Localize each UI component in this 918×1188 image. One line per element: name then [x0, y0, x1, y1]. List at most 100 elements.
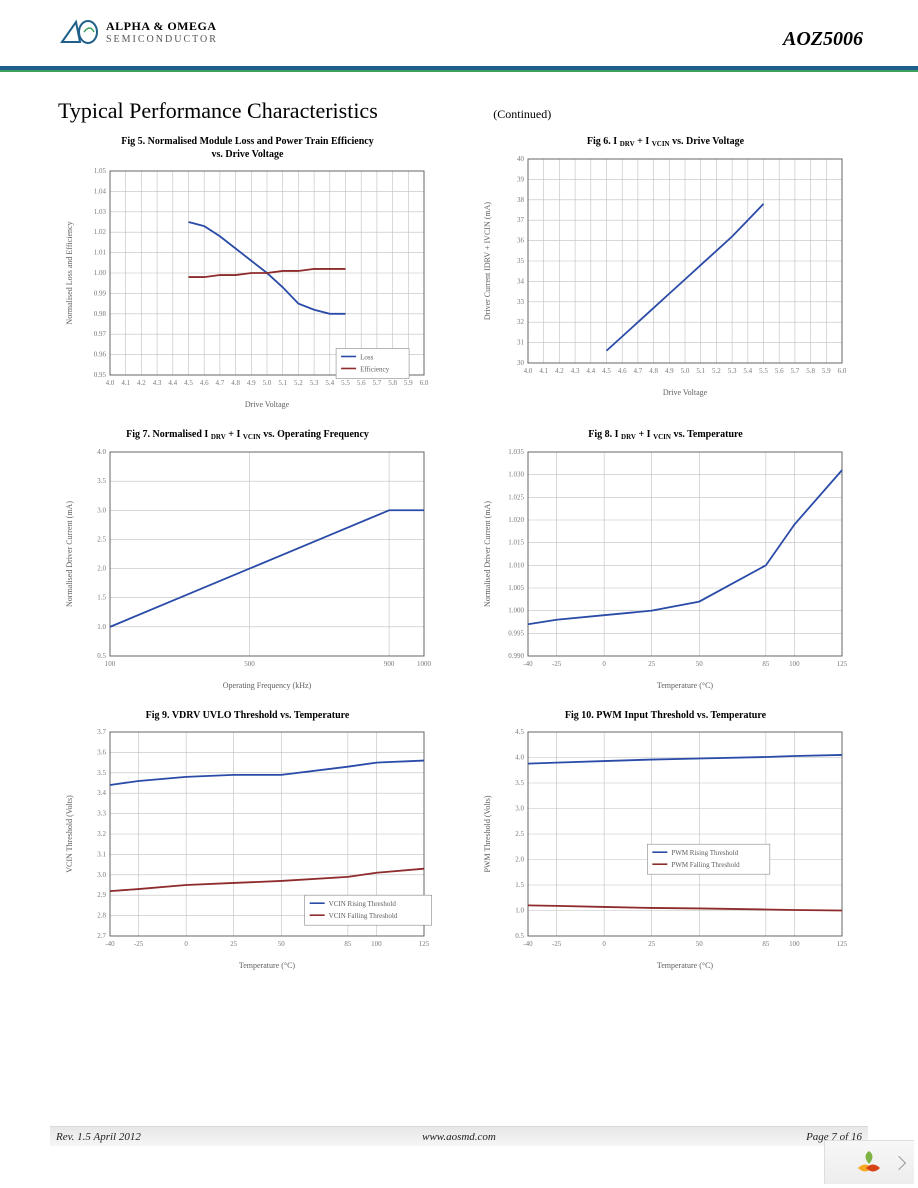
viewer-nav-corner[interactable] — [824, 1140, 914, 1184]
svg-text:4.3: 4.3 — [570, 367, 579, 375]
svg-text:5.7: 5.7 — [790, 367, 799, 375]
svg-text:4.4: 4.4 — [168, 379, 177, 387]
svg-text:2.7: 2.7 — [97, 932, 106, 940]
svg-text:5.1: 5.1 — [278, 379, 287, 387]
svg-text:0.97: 0.97 — [93, 330, 106, 338]
svg-text:5.6: 5.6 — [774, 367, 783, 375]
svg-text:-40: -40 — [105, 940, 115, 948]
svg-text:3.0: 3.0 — [97, 871, 106, 879]
svg-text:0.99: 0.99 — [93, 289, 106, 297]
viewer-logo-icon — [854, 1148, 884, 1178]
svg-text:Temperature (°C): Temperature (°C) — [656, 961, 713, 970]
svg-text:1.0: 1.0 — [97, 623, 106, 631]
section-continued: (Continued) — [493, 107, 551, 121]
fig5-title: Fig 5. Normalised Module Loss and Power … — [121, 136, 374, 161]
svg-text:38: 38 — [517, 196, 525, 204]
svg-text:34: 34 — [517, 277, 525, 285]
svg-text:25: 25 — [648, 940, 656, 948]
svg-text:33: 33 — [517, 298, 525, 306]
svg-text:1.015: 1.015 — [508, 538, 524, 546]
svg-text:0: 0 — [184, 940, 188, 948]
svg-text:4.5: 4.5 — [602, 367, 611, 375]
svg-text:100: 100 — [789, 940, 800, 948]
svg-text:PWM Falling Threshold: PWM Falling Threshold — [671, 861, 740, 869]
svg-text:0.96: 0.96 — [93, 351, 106, 359]
svg-text:5.0: 5.0 — [680, 367, 689, 375]
svg-text:5.9: 5.9 — [821, 367, 830, 375]
svg-text:1.04: 1.04 — [93, 187, 106, 195]
charts-grid: Fig 5. Normalised Module Loss and Power … — [50, 132, 868, 974]
svg-text:3.4: 3.4 — [97, 789, 106, 797]
svg-text:0.990: 0.990 — [508, 652, 524, 660]
svg-text:Efficiency: Efficiency — [360, 365, 390, 373]
svg-text:1.000: 1.000 — [508, 606, 524, 614]
svg-text:2.8: 2.8 — [97, 912, 106, 920]
svg-text:4.1: 4.1 — [121, 379, 130, 387]
svg-text:1.025: 1.025 — [508, 493, 524, 501]
svg-text:4.2: 4.2 — [137, 379, 146, 387]
company-logo-block: ALPHA & OMEGA SEMICONDUCTOR — [60, 18, 868, 46]
svg-text:4.0: 4.0 — [105, 379, 114, 387]
svg-text:4.4: 4.4 — [586, 367, 595, 375]
svg-text:4.1: 4.1 — [539, 367, 548, 375]
fig10-cell: Fig 10. PWM Input Threshold vs. Temperat… — [468, 706, 863, 975]
svg-text:0.995: 0.995 — [508, 629, 524, 637]
fig10-chart: -40-2502550851001250.51.01.52.02.53.03.5… — [476, 724, 856, 974]
svg-text:0: 0 — [602, 660, 606, 668]
svg-text:2.5: 2.5 — [97, 535, 106, 543]
svg-text:125: 125 — [418, 940, 429, 948]
svg-text:1.020: 1.020 — [508, 516, 524, 524]
svg-text:900: 900 — [383, 660, 394, 668]
svg-text:6.0: 6.0 — [837, 367, 846, 375]
svg-text:1.5: 1.5 — [515, 881, 524, 889]
svg-text:Temperature (°C): Temperature (°C) — [238, 961, 295, 970]
svg-text:85: 85 — [762, 660, 770, 668]
svg-text:PWM Threshold (Volts): PWM Threshold (Volts) — [483, 795, 492, 872]
svg-text:1.02: 1.02 — [93, 228, 106, 236]
svg-text:125: 125 — [836, 940, 847, 948]
svg-text:25: 25 — [648, 660, 656, 668]
fig5-chart: 4.04.14.24.34.44.54.64.74.84.95.05.15.25… — [58, 163, 438, 413]
fig9-chart: -40-2502550851001252.72.82.93.03.13.23.3… — [58, 724, 438, 974]
fig9-cell: Fig 9. VDRV UVLO Threshold vs. Temperatu… — [50, 706, 445, 975]
svg-text:3.7: 3.7 — [97, 728, 106, 736]
svg-text:VCIN Threshold (Volts): VCIN Threshold (Volts) — [65, 795, 74, 873]
fig8-cell: Fig 8. I DRV + I VCIN vs. Temperature-40… — [468, 425, 863, 694]
fig5-cell: Fig 5. Normalised Module Loss and Power … — [50, 132, 445, 413]
svg-text:-40: -40 — [523, 940, 533, 948]
svg-text:VCIN Falling Threshold: VCIN Falling Threshold — [328, 912, 397, 920]
svg-text:5.5: 5.5 — [341, 379, 350, 387]
svg-text:35: 35 — [517, 257, 525, 265]
page-footer: Rev. 1.5 April 2012 www.aosmd.com Page 7… — [50, 1126, 868, 1146]
svg-text:1.005: 1.005 — [508, 584, 524, 592]
svg-text:3.5: 3.5 — [97, 769, 106, 777]
section-title: Typical Performance Characteristics (Con… — [58, 98, 918, 124]
fig6-cell: Fig 6. I DRV + I VCIN vs. Drive Voltage4… — [468, 132, 863, 413]
svg-text:4.6: 4.6 — [199, 379, 208, 387]
svg-text:0.95: 0.95 — [93, 371, 106, 379]
svg-text:4.9: 4.9 — [664, 367, 673, 375]
svg-text:Normalised Loss and Efficiency: Normalised Loss and Efficiency — [65, 221, 74, 324]
svg-text:2.0: 2.0 — [515, 856, 524, 864]
svg-text:1.03: 1.03 — [93, 208, 106, 216]
next-page-icon[interactable] — [892, 1155, 906, 1169]
svg-text:25: 25 — [230, 940, 238, 948]
svg-text:-25: -25 — [551, 940, 561, 948]
svg-text:50: 50 — [695, 940, 703, 948]
svg-text:1.030: 1.030 — [508, 470, 524, 478]
svg-text:0.5: 0.5 — [97, 652, 106, 660]
svg-text:Normalised Driver Current (mA): Normalised Driver Current (mA) — [65, 500, 74, 606]
svg-text:4.9: 4.9 — [246, 379, 255, 387]
fig8-chart: -40-2502550851001250.9900.9951.0001.0051… — [476, 444, 856, 694]
svg-text:Drive Voltage: Drive Voltage — [662, 388, 707, 397]
svg-text:-40: -40 — [523, 660, 533, 668]
fig7-title: Fig 7. Normalised I DRV + I VCIN vs. Ope… — [126, 429, 369, 442]
svg-text:36: 36 — [517, 236, 525, 244]
svg-text:37: 37 — [517, 216, 525, 224]
svg-text:Drive Voltage: Drive Voltage — [244, 400, 289, 409]
svg-text:-25: -25 — [551, 660, 561, 668]
svg-text:31: 31 — [517, 338, 525, 346]
footer-rev: Rev. 1.5 April 2012 — [56, 1131, 141, 1143]
svg-text:1000: 1000 — [417, 660, 432, 668]
svg-text:0: 0 — [602, 940, 606, 948]
